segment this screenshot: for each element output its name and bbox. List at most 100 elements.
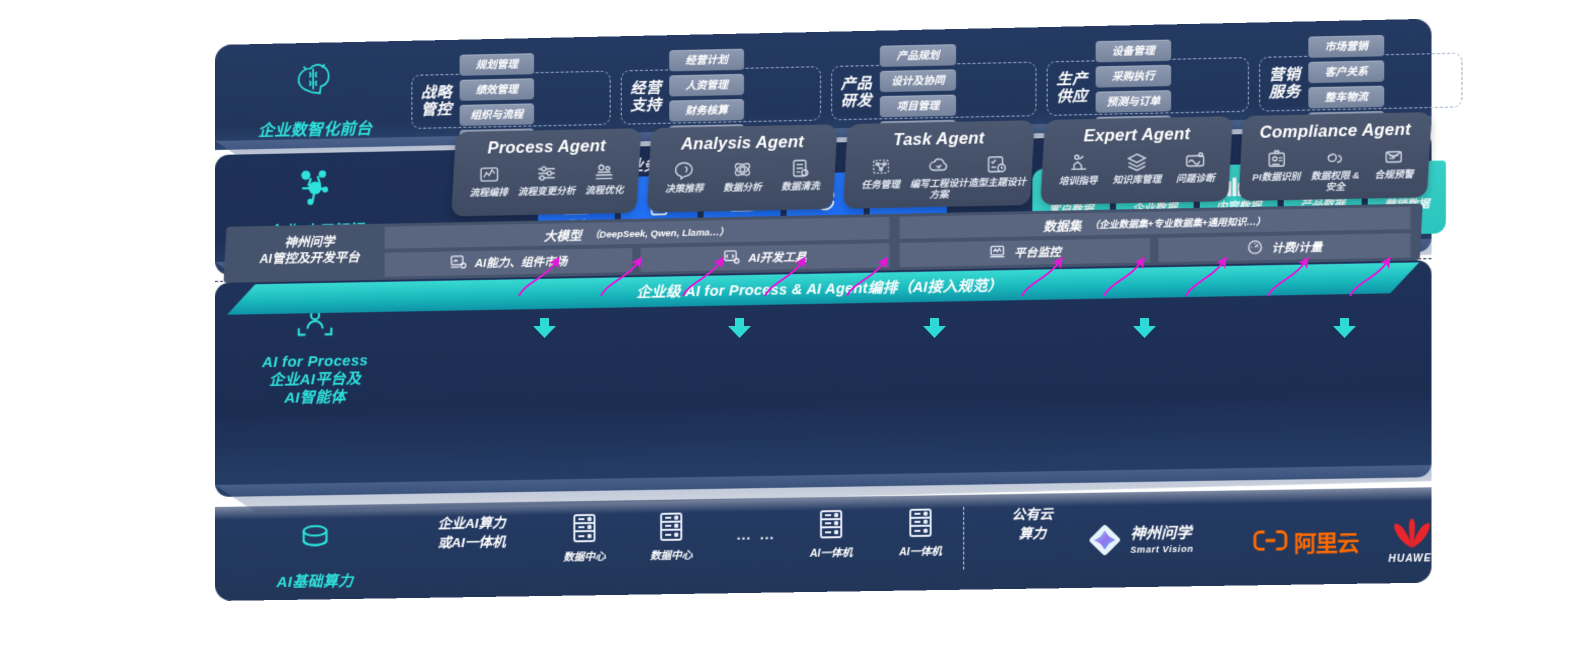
infra-ai-appliance-2[interactable]: AI一体机 [880, 507, 961, 560]
agent-capability[interactable]: 合规预警 [1365, 146, 1424, 182]
domain-cell[interactable]: 市场营销 [1308, 34, 1385, 58]
domain-name-production: 生产 供应 [1056, 70, 1088, 106]
market-icon [450, 254, 467, 272]
agent-capability[interactable]: 造型主题设计 [968, 154, 1026, 190]
domain-cell[interactable]: 组织与流程 [459, 102, 535, 126]
domain-name-marketing: 营销 服务 [1268, 66, 1301, 102]
agent-capability[interactable]: 数据清洗 [771, 158, 829, 194]
logo-title: HUAWEI [1388, 553, 1436, 566]
logo-subtitle: Smart Vision [1130, 543, 1194, 555]
domain-cell[interactable]: 产品规划 [879, 43, 957, 67]
platform-cell-monitor[interactable]: 平台监控 [899, 238, 1151, 268]
infra-datacenter-1[interactable]: 数据中心 [544, 512, 625, 564]
diagnose-icon [1166, 150, 1225, 171]
domain-cell[interactable]: 人资管理 [669, 73, 745, 97]
domain-cell[interactable]: 项目管理 [879, 94, 957, 117]
platform-cell-devtool[interactable]: AI开发工具 [640, 243, 890, 272]
aliyun-logo-mark [1253, 529, 1288, 557]
checklist-clock-icon [968, 154, 1026, 175]
agent-card-compliance[interactable]: Compliance Agent PI数据识别 数据权限 & 安全 [1238, 112, 1432, 202]
server-icon [570, 513, 598, 548]
gauge-icon [1246, 238, 1263, 258]
logo-title: 阿里云 [1293, 530, 1359, 557]
agent-capability[interactable]: 决策推荐 [656, 160, 714, 196]
network-icon [852, 156, 910, 177]
domain-cell[interactable]: 客户关系 [1308, 59, 1385, 83]
agent-capability[interactable]: 知识库管理 [1108, 151, 1167, 187]
layers-icon [1108, 151, 1167, 172]
server-icon [657, 511, 685, 546]
agent-capability[interactable]: 流程优化 [575, 162, 633, 198]
domain-cell[interactable]: 经营计划 [669, 48, 745, 71]
sliders-icon [518, 163, 576, 184]
logo-title: 神州问学 [1130, 524, 1192, 543]
domain-cell[interactable]: 规划管理 [459, 52, 535, 76]
logo-aliyun[interactable]: 阿里云 [1253, 525, 1359, 559]
speech-bulb-icon [656, 160, 714, 181]
shield-cloud-icon [1306, 147, 1365, 168]
agent-card-task[interactable]: Task Agent 任务管理 编写工程设计方案 造型主题设计 [842, 120, 1035, 209]
agent-capability[interactable]: 数据分析 [713, 159, 771, 195]
agent-name: Task Agent [893, 129, 985, 150]
infra-enterprise-compute: 企业AI算力 或AI一体机 [437, 515, 506, 551]
domain-name-product: 产品 研发 [840, 75, 873, 111]
agent-capability[interactable]: PI数据识别 [1247, 148, 1306, 184]
rail-app-decoupling: 企业 应用解耦& AI 侵入 [215, 163, 415, 262]
agent-capability[interactable]: 流程编排 [460, 164, 518, 200]
shenzhou-wenxue-logo-mark [1087, 523, 1122, 563]
infra-datacenter-2[interactable]: 数据中心 [631, 511, 712, 564]
agent-capability[interactable]: 编写工程设计方案 [910, 155, 968, 202]
infra-divider [963, 506, 965, 570]
agent-capability[interactable]: 任务管理 [852, 156, 910, 192]
platform-cell-market[interactable]: AI能力、组件市场 [384, 248, 633, 277]
domain-name-strategy: 战略 管控 [420, 84, 453, 119]
domain-cell[interactable]: 采购执行 [1095, 64, 1172, 88]
agent-card-process[interactable]: Process Agent 流程编排 流程变更分析 流程优化 [451, 128, 642, 217]
flow-chart-icon [460, 164, 518, 185]
logo-shenzhou-wenxue[interactable]: 神州问学 Smart Vision [1087, 521, 1194, 563]
agent-capability[interactable]: 数据权限 & 安全 [1306, 147, 1365, 194]
platform-cell-billing[interactable]: 计费/计量 [1158, 233, 1411, 263]
atom-analysis-icon [713, 159, 771, 180]
infra-public-cloud: 公有云 算力 [1011, 506, 1054, 542]
brain-icon [215, 55, 415, 110]
domain-cell[interactable]: 设计及协同 [879, 68, 957, 92]
training-icon [1049, 152, 1107, 173]
agent-card-analysis[interactable]: Analysis Agent 决策推荐 数据分析 数据清洗 [646, 124, 838, 213]
agent-name: Process Agent [487, 137, 606, 158]
agent-name: Expert Agent [1083, 125, 1191, 146]
agent-capability[interactable]: 培训指导 [1049, 152, 1107, 188]
molecule-icon [215, 163, 415, 216]
rail-ai-compute-label: AI基础算力 [276, 572, 354, 592]
agent-capability[interactable]: 流程变更分析 [518, 163, 576, 199]
agent-card-expert[interactable]: Expert Agent 培训指导 知识库管理 问题诊断 [1040, 116, 1233, 205]
monitor-icon [989, 244, 1006, 262]
doc-clean-icon [771, 158, 829, 179]
rail-front-office-label: 企业数智化前台 [257, 120, 373, 141]
logo-huawei[interactable]: HUAWEI [1366, 515, 1458, 565]
huawei-logo-mark [1386, 518, 1437, 555]
domain-cell[interactable]: 财务核算 [669, 98, 745, 122]
domain-cell[interactable]: 绩效管理 [459, 77, 535, 101]
alert-doc-icon [1365, 146, 1424, 167]
domain-cell[interactable]: 预测与订单 [1095, 89, 1172, 113]
domain-cell[interactable]: 整车物流 [1308, 85, 1385, 109]
domain-name-operations: 经营 支持 [630, 79, 662, 115]
agent-capability[interactable]: 问题诊断 [1166, 150, 1225, 186]
rail-ai-compute: AI基础算力 [215, 520, 415, 593]
agent-name: Analysis Agent [681, 132, 804, 154]
id-card-icon [1247, 148, 1306, 169]
agent-name: Compliance Agent [1259, 120, 1411, 142]
domain-cell[interactable]: 设备管理 [1095, 39, 1172, 62]
infra-ai-appliance-1[interactable]: AI一体机 [791, 508, 872, 561]
rail-ai-for-process-label: AI for Process 企业AI平台及 AI智能体 [262, 352, 369, 407]
gears-stack-icon [575, 162, 633, 183]
cloud-pen-icon [910, 155, 968, 176]
